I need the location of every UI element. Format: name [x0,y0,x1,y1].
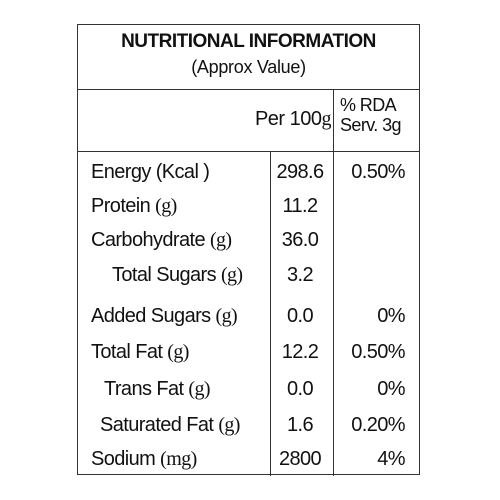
nutrient-name: Energy (Kcal ) [91,161,210,183]
nutrient-rda: 4% [377,448,405,470]
nutrient-name: Total Sugars (g) [112,264,243,286]
nutrient-value: 3.2 [286,264,314,286]
rda-header-line2: Serv. 3g [340,115,402,135]
table-row: Sodium (mg) 2800 4% [78,442,419,476]
table-row: Protein (g) 11.2 [78,189,419,223]
divider-rda-column [333,89,334,476]
divider-value-column [270,151,271,476]
nutrient-rda: 0.50% [351,161,405,183]
nutrient-value: 2800 [278,448,322,470]
nutrient-value: 12.2 [281,341,319,363]
table-row: Trans Fat (g) 0.0 0% [78,372,419,406]
nutrient-rda: 0% [377,378,405,400]
rda-header-line1: % RDA [340,95,397,115]
per-100g-label: Per 100 [254,108,322,130]
nutrient-name: Trans Fat (g) [104,378,211,400]
label-subtitle: (Approx Value) [191,57,306,77]
nutrient-value: 36.0 [281,229,319,251]
nutrient-value: 0.0 [286,378,314,400]
table-row: Total Fat (g) 12.2 0.50% [78,335,419,369]
per-100g-unit: g [321,108,332,130]
nutrient-name: Added Sugars (g) [91,305,238,327]
nutrient-value: 1.6 [286,414,314,436]
rda-header: % RDA Serv. 3g [340,95,402,135]
nutrient-value: 11.2 [282,195,318,217]
nutrient-value: 298.6 [276,161,324,183]
table-row: Energy (Kcal ) 298.6 0.50% [78,155,419,189]
per-100g-header: Per 100g [254,108,332,130]
label-title: NUTRITIONAL INFORMATION [121,31,376,52]
nutrient-rda: 0% [377,305,405,327]
table-row: Added Sugars (g) 0.0 0% [78,299,419,333]
nutrient-rda: 0.20% [351,414,405,436]
nutrient-name: Carbohydrate (g) [91,229,232,251]
nutrient-name: Sodium (mg) [91,448,197,470]
nutrition-label: NUTRITIONAL INFORMATION (Approx Value) P… [77,24,420,476]
nutrient-name: Protein (g) [91,195,177,217]
table-row: Carbohydrate (g) 36.0 [78,223,419,257]
nutrient-name: Total Fat (g) [91,341,189,363]
table-row: Total Sugars (g) 3.2 [78,258,419,292]
nutrient-value: 0.0 [286,305,314,327]
nutrient-name: Saturated Fat (g) [100,414,240,436]
divider-header [78,89,419,90]
table-row: Saturated Fat (g) 1.6 0.20% [78,408,419,442]
nutrient-rda: 0.50% [351,341,405,363]
divider-columns [78,151,419,152]
